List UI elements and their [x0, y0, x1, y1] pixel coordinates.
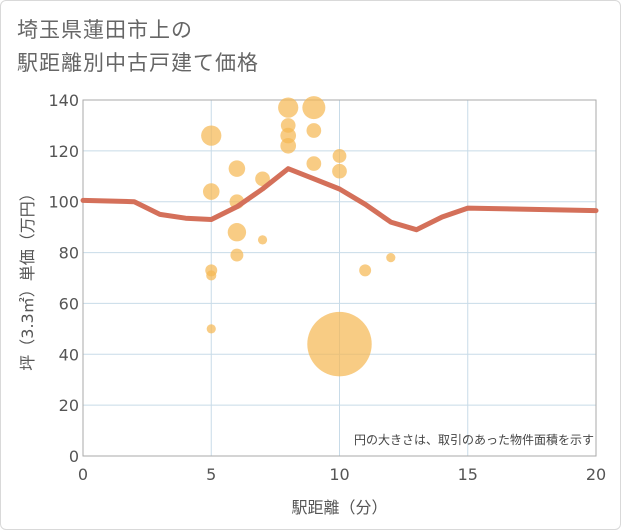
bubble-point — [332, 163, 347, 179]
y-tick-label: 40 — [59, 345, 79, 364]
bubble-point — [206, 270, 217, 281]
chart-title-line-2: 駅距離別中古戸建て価格 — [17, 51, 259, 75]
x-tick-labels: 0 5 10 15 20 — [78, 465, 606, 484]
y-tick-label: 140 — [48, 91, 79, 110]
bubble-point — [306, 123, 322, 138]
plot-border — [82, 99, 597, 457]
chart-title-line-1: 埼玉県蓮田市上の — [17, 18, 193, 42]
x-tick-label: 0 — [78, 465, 88, 484]
y-tick-label: 80 — [59, 244, 79, 263]
y-tick-label: 60 — [59, 294, 79, 313]
x-tick-label: 5 — [206, 465, 216, 484]
bubble-point — [257, 235, 268, 245]
x-tick-label: 15 — [458, 465, 478, 484]
average-price-line — [80, 166, 599, 233]
bubble-point — [228, 160, 246, 177]
y-tick-labels: 0 20 40 60 80 100 120 140 — [48, 91, 79, 466]
bubble-point — [255, 171, 270, 187]
bubble-point — [278, 97, 299, 118]
x-tick-label: 10 — [329, 465, 349, 484]
bubble-point — [201, 125, 222, 146]
bubble-size-note: 円の大きさは、取引のあった物件面積を示す — [354, 432, 594, 447]
x-axis-label: 駅距離（分） — [291, 498, 387, 517]
bubble-point — [206, 324, 216, 334]
bubble-point — [359, 264, 372, 277]
bubble-point — [302, 96, 326, 120]
chart-title: 埼玉県蓮田市上の 駅距離別中古戸建て価格 — [17, 14, 259, 80]
bubble-point — [332, 149, 347, 163]
bubble-point — [230, 248, 244, 262]
y-tick-label: 100 — [48, 193, 79, 212]
bubble-point — [202, 183, 220, 200]
y-tick-label: 20 — [59, 396, 79, 415]
bubble-point — [227, 223, 247, 242]
bubble-point — [280, 137, 297, 154]
y-axis-label: 坪（3.3㎡）単価（万円） — [18, 185, 37, 370]
bubble-point — [306, 156, 322, 171]
y-tick-label: 0 — [69, 447, 79, 466]
y-tick-label: 120 — [48, 142, 79, 161]
x-tick-label: 20 — [586, 465, 606, 484]
bubble-point — [307, 311, 372, 377]
bubble-series — [201, 96, 396, 377]
bubble-point — [386, 253, 396, 263]
